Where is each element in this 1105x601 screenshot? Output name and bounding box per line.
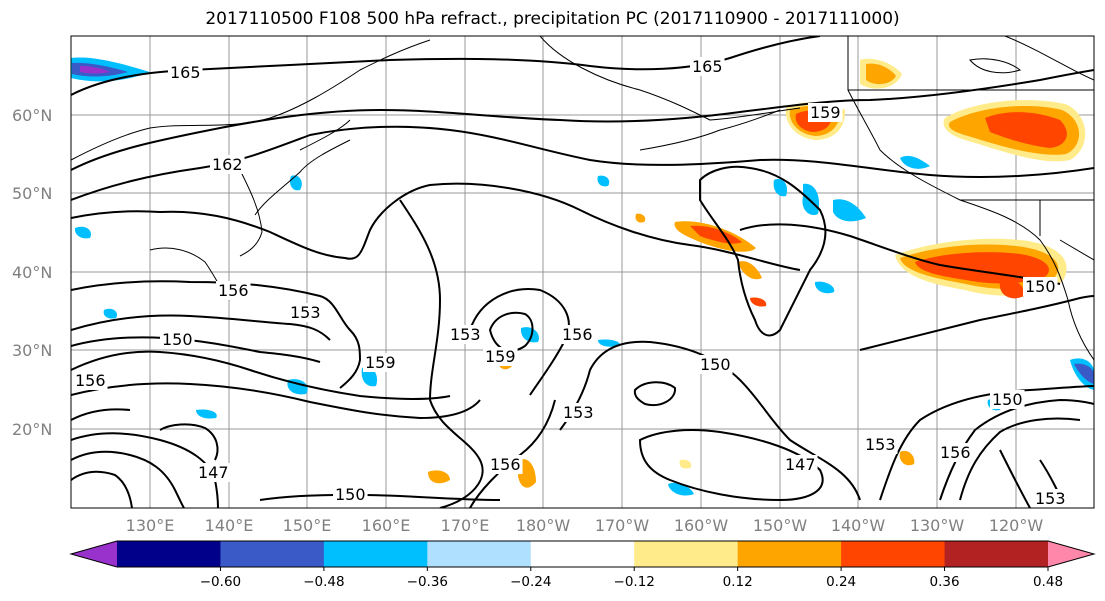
lon-label: 170°E	[441, 516, 490, 535]
lon-label: 140°E	[205, 516, 254, 535]
precip-positive-patches	[428, 58, 1086, 488]
contour-label: 153	[450, 325, 481, 344]
contour-label-bg	[363, 353, 398, 372]
lat-label: 20°N	[12, 420, 52, 439]
colorbar-tick-label: 0.36	[930, 574, 960, 590]
contour-label-bg	[938, 443, 973, 462]
contour-labels: 165 165 162 159 159 156 156 156 156 153 …	[73, 57, 1068, 508]
colorbar-tick-label: −0.48	[303, 574, 344, 590]
colorbar-block	[530, 541, 635, 567]
contour-label: 147	[785, 455, 816, 474]
contour-label: 153	[865, 435, 896, 454]
contour-label-bg	[488, 455, 523, 474]
contour-label-bg	[210, 155, 245, 174]
lon-label: 170°W	[595, 516, 650, 535]
lon-label: 130°W	[910, 516, 965, 535]
contour-label: 150	[992, 390, 1023, 409]
colorbar-outline	[69, 540, 1096, 568]
lat-label: 30°N	[12, 341, 52, 360]
colorbar: −0.60 −0.48 −0.36 −0.24 −0.12 0.12 0.24 0.36 0.4…	[69, 540, 1096, 590]
lon-label: 180°W	[516, 516, 571, 535]
colorbar-block	[841, 541, 946, 567]
longitude-labels: 130°E 140°E 150°E 160°E 170°E 180°W 170°…	[126, 516, 1044, 535]
colorbar-extend-high	[1048, 541, 1094, 567]
contour-label: 156	[562, 325, 593, 344]
contour-label-bg	[690, 57, 725, 76]
colorbar-block	[117, 541, 221, 567]
lon-label: 130°E	[126, 516, 175, 535]
lon-label: 150°W	[753, 516, 808, 535]
contour-label: 150	[335, 485, 366, 504]
colorbar-tick-label: −0.24	[510, 574, 551, 590]
contour-label-bg	[333, 485, 368, 504]
coastlines	[71, 36, 1094, 361]
colorbar-block	[220, 541, 325, 567]
contour-label-bg	[1033, 489, 1068, 508]
contour-label-bg	[73, 371, 108, 390]
colorbar-block	[737, 541, 842, 567]
contour-label-bg	[863, 435, 898, 454]
contour-label-bg	[216, 281, 251, 300]
contour-label-bg	[560, 325, 595, 344]
lon-label: 160°W	[674, 516, 729, 535]
contour-label-bg	[288, 303, 323, 322]
contour-label-bg	[1023, 277, 1058, 296]
lat-label: 50°N	[12, 184, 52, 203]
contour-label-bg	[168, 63, 203, 82]
lon-label: 140°W	[831, 516, 886, 535]
contour-label-bg	[160, 330, 195, 349]
lon-label: 120°W	[989, 516, 1044, 535]
contour-label: 150	[700, 355, 731, 374]
colorbar-tick-label: −0.36	[407, 574, 448, 590]
colorbar-blocks	[117, 541, 1049, 567]
latitude-labels: 60°N 50°N 40°N 30°N 20°N	[12, 106, 52, 439]
map-frame	[70, 35, 1095, 509]
contour-label: 153	[1035, 489, 1066, 508]
contour-label-bg	[698, 355, 733, 374]
colorbar-tick-label: 0.12	[723, 574, 753, 590]
colorbar-ticks: −0.60 −0.48 −0.36 −0.24 −0.12 0.12 0.24 0.36 0.4…	[200, 567, 1063, 590]
colorbar-tick-label: −0.60	[200, 574, 241, 590]
contour-label: 162	[212, 155, 243, 174]
contour-label: 147	[198, 463, 229, 482]
contour-label-bg	[483, 347, 518, 366]
contour-lines	[71, 36, 1094, 508]
contour-label: 156	[218, 281, 249, 300]
contour-label-bg	[561, 403, 596, 422]
contour-label: 165	[692, 57, 723, 76]
lat-label: 60°N	[12, 106, 52, 125]
contour-label: 165	[170, 63, 201, 82]
contour-label-bg	[783, 455, 818, 474]
contour-label-bg	[808, 103, 843, 122]
lat-label: 40°N	[12, 263, 52, 282]
colorbar-extend-low	[71, 541, 117, 567]
contour-label: 156	[75, 371, 106, 390]
contour-label: 150	[1025, 277, 1056, 296]
colorbar-block	[944, 541, 1049, 567]
lon-label: 150°E	[283, 516, 332, 535]
contour-label-bg	[990, 390, 1025, 409]
colorbar-block	[634, 541, 739, 567]
contour-label: 153	[563, 403, 594, 422]
colorbar-block	[427, 541, 532, 567]
contour-label-bg	[448, 325, 483, 344]
contour-label: 150	[162, 330, 193, 349]
contour-label: 159	[485, 347, 516, 366]
contour-label-bg	[196, 463, 231, 482]
lon-label: 160°E	[362, 516, 411, 535]
contour-label: 159	[810, 103, 841, 122]
contour-label: 156	[490, 455, 521, 474]
colorbar-tick-label: 0.48	[1033, 574, 1063, 590]
colorbar-tick-label: 0.24	[826, 574, 856, 590]
contour-label: 156	[940, 443, 971, 462]
contour-label: 153	[290, 303, 321, 322]
colorbar-tick-label: −0.12	[614, 574, 655, 590]
map-title: 2017110500 F108 500 hPa refract., precip…	[205, 9, 900, 29]
colorbar-block	[323, 541, 428, 567]
contour-label: 159	[365, 353, 396, 372]
